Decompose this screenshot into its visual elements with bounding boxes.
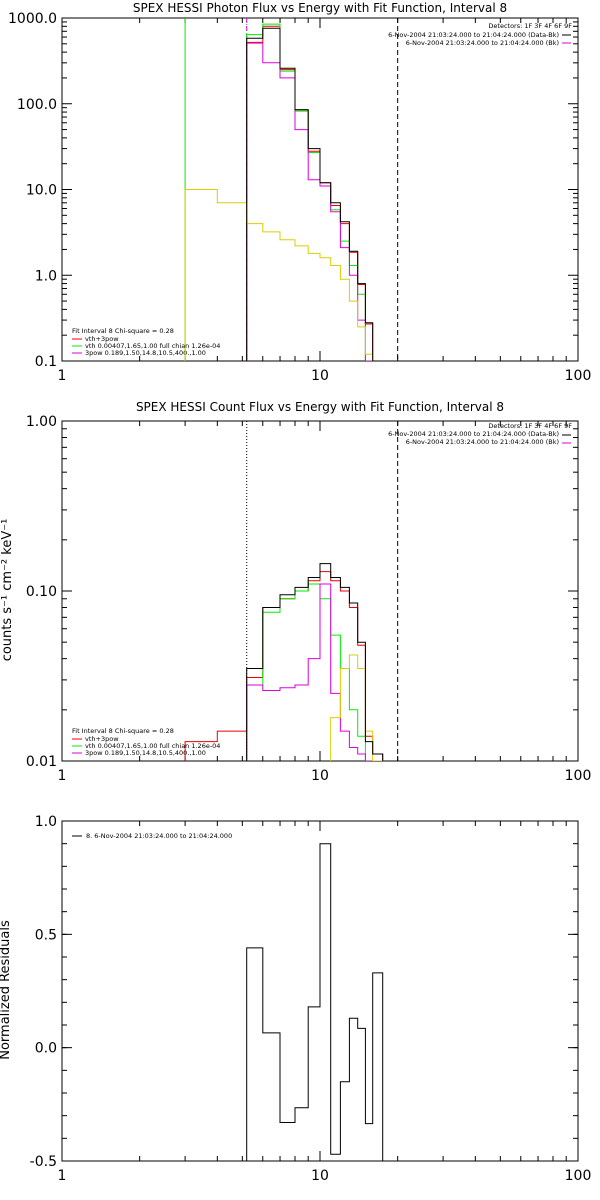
count-x-tick-label: 100	[565, 768, 592, 784]
count-flux-panel: SPEX HESSI Count Flux vs Energy with Fit…	[0, 400, 592, 784]
count-x-tick-label: 1	[58, 768, 67, 784]
photon-plot-frame	[61, 17, 579, 362]
count-legend-bk: 6-Nov-2004 21:03:24.000 to 21:04:24.000 …	[406, 438, 559, 446]
photon-x-tick-label: 100	[565, 368, 592, 384]
count-series-3	[246, 583, 384, 761]
count-series-0	[246, 563, 384, 761]
count-legend-topright: Detectors: 1F 3F 4F 6F 9F 6-Nov-2004 21:…	[388, 422, 572, 446]
count-legend-series-red: vth+3pow	[85, 735, 119, 743]
count-flux-ylabel: counts s⁻¹ cm⁻² keV⁻¹	[0, 519, 15, 662]
residuals-legend: 8. 6-Nov-2004 21:03:24.000 to 21:04:24.0…	[86, 832, 232, 840]
photon-legend-bottomleft: Fit Interval 8 Chi-square = 0.28 vth+3po…	[72, 327, 220, 357]
residuals-legend-label: 8. 6-Nov-2004 21:03:24.000 to 21:04:24.0…	[86, 832, 232, 840]
photon-x-tick-label: 10	[311, 368, 329, 384]
count-x-tick-label: 10	[311, 768, 329, 784]
residuals-y-tick-label: 1.0	[35, 814, 57, 830]
residuals-y-tick-label: -0.5	[30, 1154, 57, 1170]
residuals-panel: Normalized Residuals 1 10 100 -0.5 0.0 0.5 1.0…	[0, 814, 591, 1184]
residuals-y-tick-label: 0.0	[35, 1041, 57, 1057]
count-series-1	[184, 571, 384, 761]
photon-legend-header: Fit Interval 8 Chi-square = 0.28	[72, 327, 174, 335]
photon-legend-data-bk: 6-Nov-2004 21:03:24.000 to 21:04:24.000 …	[388, 31, 559, 39]
count-y-tick-label: 0.10	[26, 584, 57, 600]
photon-series-2	[246, 23, 374, 361]
count-flux-title: SPEX HESSI Count Flux vs Energy with Fit…	[136, 400, 504, 414]
count-series-4	[330, 654, 384, 761]
residuals-y-tick-label: 0.5	[35, 927, 57, 943]
residuals-x-tick-label: 1	[58, 1168, 67, 1184]
count-legend-detectors: Detectors: 1F 3F 4F 6F 9F	[488, 422, 572, 430]
count-legend-data-bk: 6-Nov-2004 21:03:24.000 to 21:04:24.000 …	[388, 430, 559, 438]
photon-series-4	[184, 189, 374, 361]
count-legend-series-green: vth 0.00407,1.65,1.00 full chian 1.26e-0…	[85, 742, 220, 750]
residuals-x-tick-label: 10	[311, 1168, 329, 1184]
photon-y-tick-label: 10.0	[26, 183, 57, 199]
residuals-x-tick-label: 100	[565, 1168, 592, 1184]
count-y-tick-label: 1.00	[26, 414, 57, 430]
residuals-series-0	[246, 843, 384, 1161]
photon-series-0	[246, 27, 384, 361]
photon-y-tick-label: 100.0	[17, 97, 57, 113]
photon-flux-title: SPEX HESSI Photon Flux vs Energy with Fi…	[133, 1, 507, 15]
photon-series-1	[246, 25, 374, 361]
count-legend-bottomleft: Fit Interval 8 Chi-square = 0.28 vth+3po…	[72, 727, 220, 757]
photon-x-tick-label: 1	[58, 368, 67, 384]
count-legend-header: Fit Interval 8 Chi-square = 0.28	[72, 727, 174, 735]
photon-flux-panel: SPEX HESSI Photon Flux vs Energy with Fi…	[8, 1, 592, 384]
photon-legend-series-green: vth 0.00407,1.65,1.00 full chian 1.26e-0…	[85, 342, 220, 350]
photon-legend-series-red: vth+3pow	[85, 335, 119, 343]
count-legend-series-magenta: 3pow 0.189,1.50,14.8,10.5,400.,1.00	[85, 749, 206, 757]
photon-legend-topright: Detectors: 1F 3F 4F 6F 9F 6-Nov-2004 21:…	[388, 22, 572, 47]
photon-legend-detectors: Detectors: 1F 3F 4F 6F 9F	[488, 22, 572, 30]
count-y-tick-label: 0.01	[26, 754, 57, 770]
photon-legend-series-magenta: 3pow 0.189,1.50,14.8,10.5,400.,1.00	[85, 349, 206, 357]
photon-legend-bk: 6-Nov-2004 21:03:24.000 to 21:04:24.000 …	[406, 39, 559, 47]
photon-series-3	[246, 42, 374, 361]
photon-y-tick-label: 0.1	[35, 354, 57, 370]
photon-y-tick-label: 1.0	[35, 268, 57, 284]
residuals-ylabel: Normalized Residuals	[0, 920, 13, 1060]
photon-y-tick-label: 1000.0	[8, 11, 57, 27]
